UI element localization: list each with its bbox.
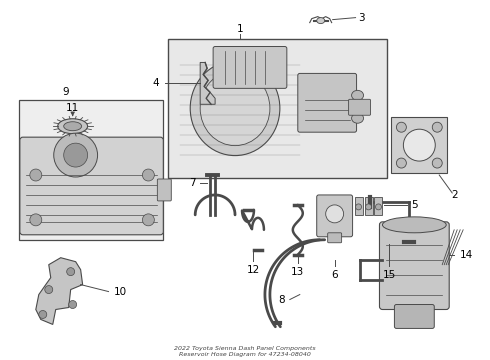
Text: 9: 9 <box>62 87 69 97</box>
Text: 2022 Toyota Sienna Dash Panel Components
Reservoir Hose Diagram for 47234-08040: 2022 Toyota Sienna Dash Panel Components… <box>174 346 316 357</box>
Ellipse shape <box>383 217 446 233</box>
Ellipse shape <box>200 71 270 146</box>
Text: 3: 3 <box>358 13 365 23</box>
FancyBboxPatch shape <box>298 73 357 132</box>
Ellipse shape <box>58 119 88 134</box>
Ellipse shape <box>352 113 364 123</box>
Circle shape <box>432 158 442 168</box>
Circle shape <box>396 158 406 168</box>
Polygon shape <box>200 62 215 104</box>
Circle shape <box>143 169 154 181</box>
Circle shape <box>30 214 42 226</box>
Text: 5: 5 <box>411 200 417 210</box>
FancyBboxPatch shape <box>317 195 353 237</box>
Circle shape <box>375 204 382 210</box>
Ellipse shape <box>64 122 82 131</box>
Circle shape <box>69 301 76 309</box>
Circle shape <box>403 129 435 161</box>
Circle shape <box>432 122 442 132</box>
FancyBboxPatch shape <box>379 222 449 310</box>
Text: 2: 2 <box>451 190 458 200</box>
FancyBboxPatch shape <box>328 233 342 243</box>
Circle shape <box>356 204 362 210</box>
Bar <box>168 39 388 178</box>
Text: 1: 1 <box>237 24 244 33</box>
Bar <box>392 117 447 173</box>
Ellipse shape <box>352 90 364 100</box>
Text: 14: 14 <box>460 250 473 260</box>
Circle shape <box>30 169 42 181</box>
Polygon shape <box>36 258 83 324</box>
Text: 10: 10 <box>114 287 127 297</box>
FancyBboxPatch shape <box>20 137 163 235</box>
Text: 13: 13 <box>291 267 304 276</box>
Bar <box>374 197 383 215</box>
Circle shape <box>54 133 98 177</box>
Circle shape <box>67 268 74 276</box>
Text: 12: 12 <box>246 265 260 275</box>
Circle shape <box>396 122 406 132</box>
FancyBboxPatch shape <box>213 46 287 88</box>
Bar <box>19 100 163 240</box>
FancyBboxPatch shape <box>348 99 370 115</box>
Text: 15: 15 <box>383 270 396 280</box>
Bar <box>365 197 372 215</box>
FancyBboxPatch shape <box>157 179 171 201</box>
Ellipse shape <box>317 18 325 24</box>
Bar <box>355 197 363 215</box>
Circle shape <box>326 205 343 223</box>
Circle shape <box>64 143 88 167</box>
Circle shape <box>45 285 53 293</box>
Text: 11: 11 <box>66 103 79 113</box>
FancyBboxPatch shape <box>394 305 434 328</box>
Circle shape <box>143 214 154 226</box>
Circle shape <box>39 310 47 319</box>
Text: 4: 4 <box>152 78 159 88</box>
Circle shape <box>366 204 371 210</box>
Text: 6: 6 <box>331 270 338 280</box>
Text: 8: 8 <box>278 294 285 305</box>
Ellipse shape <box>190 61 280 156</box>
Text: 7: 7 <box>189 178 196 188</box>
